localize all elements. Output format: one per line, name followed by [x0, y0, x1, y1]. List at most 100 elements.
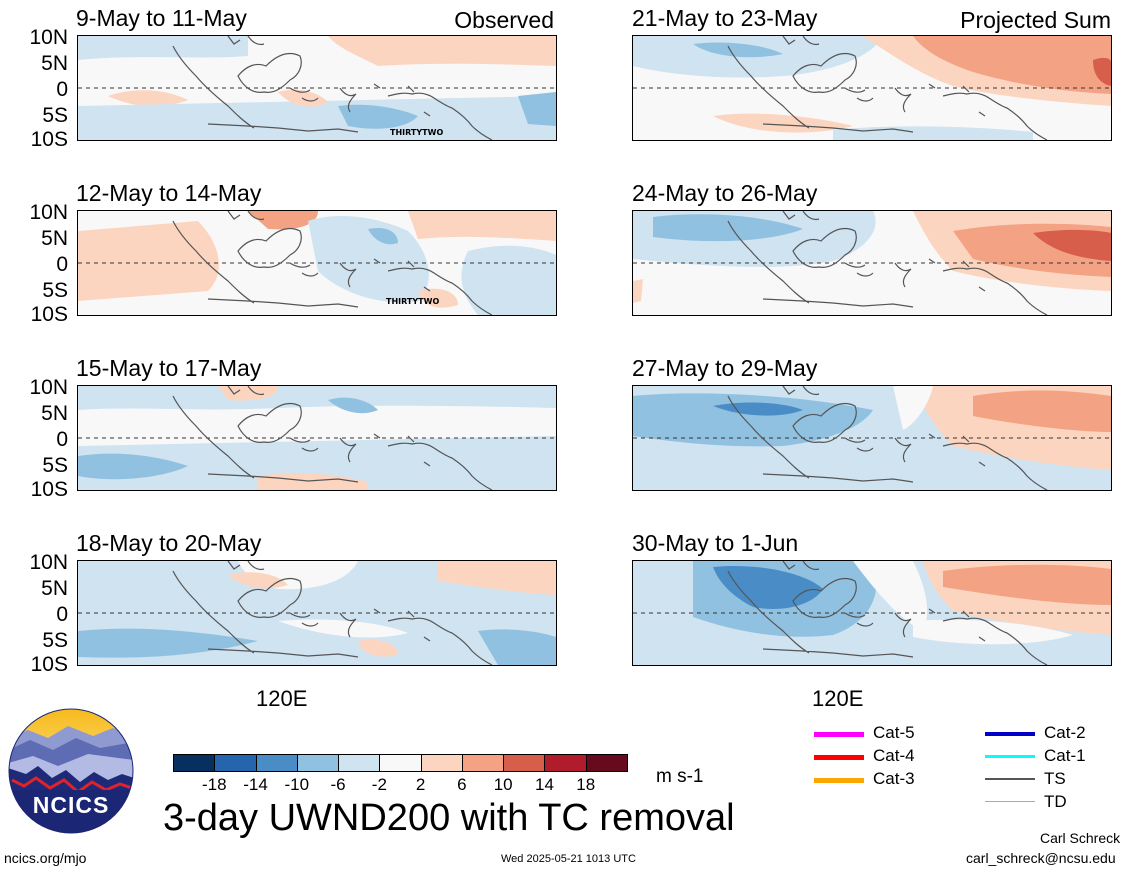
- anomaly-contour-fill: [248, 211, 318, 230]
- lat-label: 5N: [41, 52, 68, 75]
- legend-label: Cat-5: [873, 723, 915, 742]
- anomaly-contour-fill: [633, 393, 873, 447]
- lat-label: 5S: [42, 629, 68, 652]
- anomaly-contour-fill: [693, 42, 783, 58]
- map-panel: [632, 385, 1112, 491]
- colorbar-tick-label: -14: [243, 775, 268, 794]
- wind-anomaly-map: [633, 211, 1111, 315]
- colorbar-tick-label: -2: [371, 775, 387, 794]
- panel-title: 27-May to 29-May: [632, 355, 818, 381]
- legend-label: TD: [1044, 792, 1067, 811]
- anomaly-contour-fill: [633, 279, 643, 303]
- website-link[interactable]: ncics.org/mjo: [4, 850, 87, 866]
- anomaly-contour-fill: [328, 36, 556, 66]
- colorbar-swatch: [338, 754, 381, 772]
- anomaly-contour-fill: [218, 386, 278, 401]
- anomaly-contour-fill: [78, 96, 556, 140]
- colorbar: [173, 754, 628, 772]
- anomaly-contour-fill: [328, 397, 378, 414]
- lat-label: 10S: [30, 653, 68, 676]
- colorbar-swatch: [544, 754, 587, 772]
- panel-title: 30-May to 1-Jun: [632, 530, 799, 556]
- lat-label: 5N: [41, 402, 68, 425]
- author-email[interactable]: carl_schreck@ncsu.edu: [966, 850, 1116, 866]
- legend-line-cat-3: [814, 778, 864, 783]
- lat-label: 10S: [30, 303, 68, 326]
- anomaly-contour-fill: [478, 629, 556, 665]
- observed-label: Observed: [454, 7, 554, 33]
- colorbar-swatch: [255, 754, 298, 772]
- anomaly-contour-fill: [973, 390, 1111, 432]
- coastline: [172, 211, 493, 315]
- colorbar-tick-label: 14: [534, 775, 554, 794]
- colorbar-tick-label: 2: [415, 775, 426, 794]
- anomaly-contour-fill: [913, 36, 1111, 94]
- storm-label: THIRTYTWO: [386, 297, 440, 306]
- lat-label: 5N: [41, 227, 68, 250]
- anomaly-contour-fill: [653, 214, 803, 242]
- wind-anomaly-map: [633, 386, 1111, 490]
- anomaly-contour-fill: [438, 561, 556, 595]
- anomaly-contour-fill: [278, 619, 408, 638]
- lat-label: 0: [56, 253, 68, 276]
- legend-label: Cat-3: [873, 769, 915, 788]
- panel-title: 15-May to 17-May: [76, 355, 262, 381]
- legend-line-ts: [985, 778, 1035, 780]
- main-title: 3-day UWND200 with TC removal: [163, 797, 735, 839]
- colorbar-swatch: [420, 754, 463, 772]
- lat-label: 0: [56, 78, 68, 101]
- anomaly-contour-fill: [78, 386, 556, 410]
- lat-label: 10N: [29, 376, 68, 399]
- coastline: [727, 211, 1048, 315]
- anomaly-contour-fill: [518, 92, 556, 126]
- lat-label: 10N: [29, 201, 68, 224]
- colorbar-tick-label: -10: [284, 775, 310, 794]
- lat-label: 10N: [29, 551, 68, 574]
- colorbar-swatch: [173, 754, 216, 772]
- panel-title: 18-May to 20-May: [76, 530, 262, 556]
- wind-anomaly-map: [78, 561, 556, 665]
- anomaly-contour-fill: [418, 288, 458, 308]
- anomaly-contour-fill: [78, 628, 258, 658]
- coastline: [172, 561, 493, 665]
- anomaly-contour-fill: [408, 211, 556, 241]
- colorbar-tick-label: 10: [493, 775, 513, 794]
- lat-label: 10N: [29, 26, 68, 49]
- legend-line-td: [985, 801, 1035, 802]
- anomaly-contour-fill: [78, 221, 219, 301]
- anomaly-contour-fill: [893, 386, 933, 430]
- colorbar-ticks: -18 -14 -10 -6 -2 2 6 10 14 18: [173, 775, 627, 797]
- legend-line-cat-5: [814, 732, 864, 737]
- lat-label: 5S: [42, 104, 68, 127]
- wind-anomaly-map: [78, 36, 556, 140]
- lat-label: 0: [56, 603, 68, 626]
- coastline: [727, 561, 1048, 665]
- colorbar-swatch: [214, 754, 257, 772]
- ncics-logo: NCICS: [8, 708, 134, 834]
- colorbar-tick-label: 18: [576, 775, 596, 794]
- wind-anomaly-map: [633, 561, 1111, 665]
- colorbar-tick-label: 6: [457, 775, 467, 794]
- panel-title: 24-May to 26-May: [632, 180, 818, 206]
- coastline: [172, 36, 493, 140]
- anomaly-contour-fill: [358, 639, 398, 657]
- colorbar-tick-label: -18: [201, 775, 227, 794]
- legend-line-cat-1: [985, 755, 1035, 758]
- coastline: [172, 386, 493, 490]
- anomaly-contour-fill: [308, 216, 429, 303]
- timestamp: Wed 2025-05-21 1013 UTC: [501, 853, 636, 865]
- anomaly-contour-fill: [713, 402, 803, 416]
- panel-title: 21-May to 23-May: [632, 5, 818, 31]
- panel-title: 9-May to 11-May: [76, 5, 247, 31]
- legend-label: TS: [1044, 769, 1066, 788]
- map-panel: [632, 560, 1112, 666]
- storm-label: THIRTYTWO: [390, 128, 444, 137]
- map-panel: [632, 210, 1112, 316]
- lat-label: 5S: [42, 454, 68, 477]
- anomaly-contour-fill: [461, 245, 556, 315]
- wind-anomaly-map: [78, 211, 556, 315]
- lat-label: 10S: [30, 478, 68, 501]
- units-label: m s-1: [656, 766, 704, 787]
- anomaly-contour-fill: [78, 36, 248, 60]
- wind-anomaly-map: [78, 386, 556, 490]
